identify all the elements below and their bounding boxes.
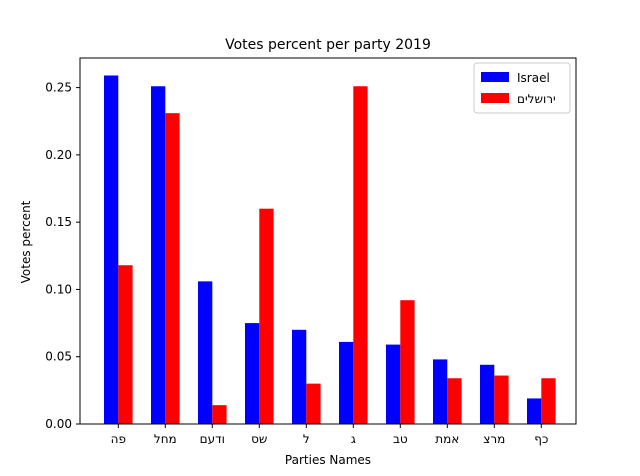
x-tick-label-4: ל [303,432,310,446]
bar-israel-3 [245,323,260,424]
bar-jerusalem-4 [306,383,321,424]
x-tick-label-2: ודעם [200,432,225,446]
y-tick-label-5: 0.25 [45,81,72,95]
x-tick-label-0: פה [111,432,126,446]
bar-jerusalem-5 [353,86,368,424]
bar-israel-9 [527,398,542,424]
chart-title: Votes percent per party 2019 [225,37,431,53]
axes-frame [79,57,577,425]
y-tick-label-3: 0.15 [45,215,72,229]
legend-swatch-1 [481,93,509,103]
y-tick-label-4: 0.20 [45,148,72,162]
x-tick-label-1: מחל [154,432,177,446]
bar-jerusalem-7 [447,378,462,424]
bar-jerusalem-9 [541,378,556,424]
legend-label-1: ירושלים [517,92,556,106]
bar-israel-4 [292,329,307,424]
x-tick-label-5: ג [351,432,356,446]
x-tick-label-6: טב [393,432,408,446]
x-tick-label-7: אמת [435,432,459,446]
bar-israel-1 [151,86,166,424]
bar-israel-6 [386,344,401,424]
y-tick-label-0: 0.00 [45,417,72,431]
legend-swatch-0 [481,72,509,82]
bar-israel-8 [480,364,495,424]
plot-area: 0.00 0.05 0.10 0.15 0.20 0.25 פה מחל ודעם שס ל ג טב א… [45,57,577,446]
x-axis-label: Parties Names [285,453,371,467]
legend: Israel ירושלים [473,62,571,114]
bar-jerusalem-8 [494,375,509,424]
bar-israel-5 [339,341,354,424]
bar-israel-0 [104,75,119,425]
bar-jerusalem-6 [400,300,415,424]
x-tick-label-8: מרצ [483,432,505,446]
bar-jerusalem-3 [259,208,274,424]
bar-jerusalem-0 [118,265,133,424]
x-tick-label-9: כף [534,432,548,446]
y-axis-label: Votes percent [19,200,33,283]
bar-israel-7 [433,359,448,424]
x-tick-label-3: שס [251,432,267,446]
bar-jerusalem-1 [165,113,180,425]
bar-jerusalem-2 [212,405,227,424]
legend-label-0: Israel [517,71,550,85]
bar-israel-2 [198,281,213,424]
y-tick-label-2: 0.10 [45,282,72,296]
y-tick-label-1: 0.05 [45,350,72,364]
